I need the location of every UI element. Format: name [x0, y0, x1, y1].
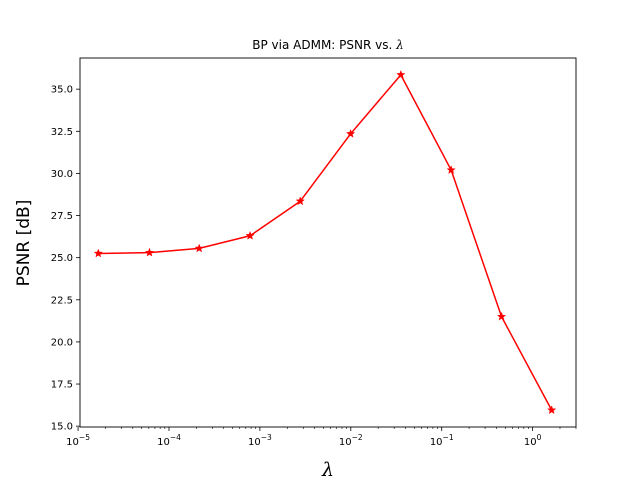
data-point-star: [446, 165, 456, 175]
y-tick-label: 25.0: [51, 253, 73, 264]
plot-area: 10−5 10−4 10−3 10−2 10−1 100 15.0 17.5 20.0 22.5 2…: [51, 57, 577, 448]
chart-title: BP via ADMM: PSNR vs. λ: [252, 38, 403, 52]
y-tick-label: 35.0: [51, 85, 73, 96]
x-tick-label: 10−1: [430, 433, 454, 448]
data-point-star: [547, 405, 557, 415]
y-tick-label: 27.5: [51, 211, 73, 222]
series-line: [98, 74, 553, 411]
data-point-star: [345, 128, 356, 138]
data-point-star: [245, 230, 255, 240]
data-point-star: [396, 69, 406, 79]
y-axis-label: PSNR [dB]: [14, 200, 34, 287]
y-tick-label: 20.0: [51, 337, 73, 348]
chart-title-text: BP via ADMM: PSNR vs.: [252, 38, 396, 52]
data-point-star: [144, 247, 155, 257]
axes-frame: [79, 57, 577, 428]
y-tick-label: 17.5: [51, 380, 73, 391]
chart-title-symbol: λ: [395, 38, 404, 52]
x-tick-label: 10−3: [248, 433, 272, 448]
x-tick-label: 10−2: [339, 433, 363, 448]
y-tick-label: 32.5: [51, 127, 73, 138]
y-tick-label: 15.0: [51, 422, 73, 433]
y-tick-label: 22.5: [51, 295, 73, 306]
x-tick-label: 100: [524, 433, 542, 448]
data-point-star: [295, 196, 305, 206]
x-axis-label: λ: [321, 459, 334, 480]
y-tick-label: 30.0: [51, 169, 73, 180]
data-point-star: [496, 311, 507, 321]
x-tick-label: 10−5: [66, 433, 90, 448]
x-tick-label: 10−4: [157, 433, 181, 448]
data-point-star: [194, 243, 204, 253]
data-point-star: [93, 248, 103, 258]
